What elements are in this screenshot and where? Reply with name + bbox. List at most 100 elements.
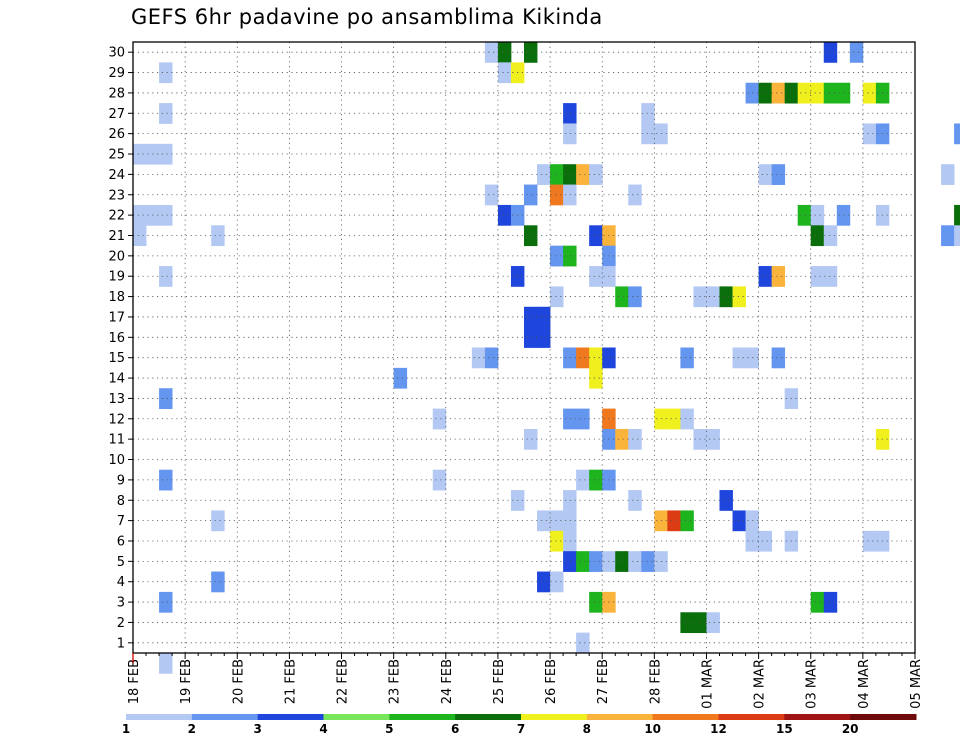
legend-swatch — [455, 714, 522, 720]
x-tick-label: 27 FEB — [596, 659, 611, 704]
y-tick-label: 1 — [117, 636, 125, 651]
y-tick-label: 24 — [108, 168, 125, 183]
heatmap-cell — [628, 428, 642, 450]
heatmap-cell — [758, 266, 773, 287]
heatmap-cell — [810, 266, 825, 287]
legend-swatch — [784, 714, 851, 720]
legend-label: 5 — [385, 722, 393, 736]
heatmap-cell — [550, 184, 564, 206]
heatmap-cell — [719, 286, 733, 308]
heatmap-cell — [771, 347, 786, 369]
legend-swatch — [257, 714, 324, 720]
y-tick-label: 8 — [117, 494, 125, 509]
heatmap-cell — [706, 286, 720, 308]
y-tick-label: 29 — [108, 66, 125, 81]
heatmap-cell — [641, 103, 655, 124]
y-tick-label: 17 — [108, 310, 125, 325]
heatmap-cell — [159, 591, 173, 613]
heatmap-cell — [823, 591, 838, 613]
heatmap-cell — [810, 204, 825, 226]
heatmap-cell — [628, 184, 642, 206]
heatmap-cell — [797, 204, 812, 226]
heatmap-cell — [954, 123, 960, 145]
heatmap-cell — [589, 225, 603, 247]
legend-swatch — [126, 714, 193, 720]
heatmap-cell — [159, 204, 173, 226]
heatmap-cell — [680, 408, 694, 430]
heatmap-cell — [615, 428, 629, 450]
x-tick-label: 28 FEB — [648, 659, 663, 704]
heatmap-cell — [941, 225, 955, 247]
heatmap-cell — [484, 184, 499, 206]
heatmap-cell — [589, 164, 603, 185]
legend-label: 2 — [188, 722, 196, 736]
legend-label: 12 — [710, 722, 727, 736]
heatmap-cell — [550, 164, 564, 185]
legend-label: 4 — [319, 722, 327, 736]
heatmap-cell — [771, 266, 786, 287]
heatmap-cell — [484, 42, 499, 63]
heatmap-cells — [133, 42, 960, 674]
heatmap-cell — [211, 571, 225, 593]
heatmap-cell — [576, 632, 590, 654]
heatmap-cell — [758, 164, 773, 185]
y-tick-label: 21 — [108, 229, 125, 244]
y-tick-label: 22 — [108, 209, 125, 224]
heatmap-cell — [771, 82, 786, 104]
legend-swatch — [718, 714, 785, 720]
heatmap-cell — [537, 327, 551, 348]
x-tick-label: 19 FEB — [179, 659, 194, 704]
heatmap-cell — [497, 62, 512, 84]
heatmap-cell — [862, 530, 877, 552]
x-tick-label: 24 FEB — [440, 659, 455, 704]
heatmap-cell — [159, 62, 173, 84]
legend-label: 6 — [451, 722, 459, 736]
heatmap-cell — [954, 225, 960, 247]
heatmap-cell — [706, 612, 720, 634]
heatmap-cell — [432, 469, 447, 491]
x-tick-label: 20 FEB — [231, 659, 246, 704]
heatmap-cell — [159, 388, 173, 409]
legend-swatch — [586, 714, 654, 720]
heatmap-cell — [524, 428, 538, 450]
heatmap-cell — [576, 164, 590, 185]
heatmap-cell — [732, 286, 746, 308]
heatmap-cell — [550, 510, 564, 532]
heatmap-cell — [589, 591, 603, 613]
legend-swatch — [191, 714, 259, 720]
heatmap-cell — [589, 347, 603, 369]
heatmap-cell — [641, 551, 655, 572]
heatmap-cell — [537, 510, 551, 532]
heatmap-cell — [954, 204, 960, 226]
heatmap-cell — [732, 347, 746, 369]
x-tick-label: 23 FEB — [388, 659, 403, 704]
heatmap-cell — [550, 245, 564, 267]
heatmap-cell — [589, 551, 603, 572]
x-tick-label: 03 MAR — [805, 659, 820, 709]
heatmap-cell — [524, 42, 538, 63]
legend-swatch — [389, 714, 456, 720]
x-axis: 18 FEB 19 FEB 20 FEB 21 FEB 22 FEB 23 FEB 24 F… — [127, 653, 924, 709]
heatmap-cell — [576, 469, 590, 491]
y-tick-label: 11 — [108, 433, 125, 448]
legend-label: 10 — [644, 722, 661, 736]
heatmap-cell — [849, 42, 864, 63]
heatmap-cell — [823, 266, 838, 287]
x-tick-label: 04 MAR — [857, 659, 872, 709]
heatmap-cell — [133, 225, 147, 247]
heatmap-cell — [159, 103, 173, 124]
y-tick-label: 13 — [108, 392, 125, 407]
heatmap-cell — [159, 469, 173, 491]
heatmap-cell — [862, 123, 877, 145]
y-tick-label: 6 — [117, 534, 125, 549]
y-tick-label: 28 — [108, 86, 125, 101]
y-tick-label: 2 — [117, 616, 125, 631]
heatmap-cell — [680, 347, 694, 369]
heatmap-cell — [719, 490, 733, 511]
heatmap-cell — [758, 530, 773, 552]
heatmap-cell — [615, 286, 629, 308]
heatmap-cell — [758, 82, 773, 104]
y-tick-label: 20 — [108, 249, 125, 264]
heatmap-cell — [823, 225, 838, 247]
heatmap-cell — [810, 82, 825, 104]
